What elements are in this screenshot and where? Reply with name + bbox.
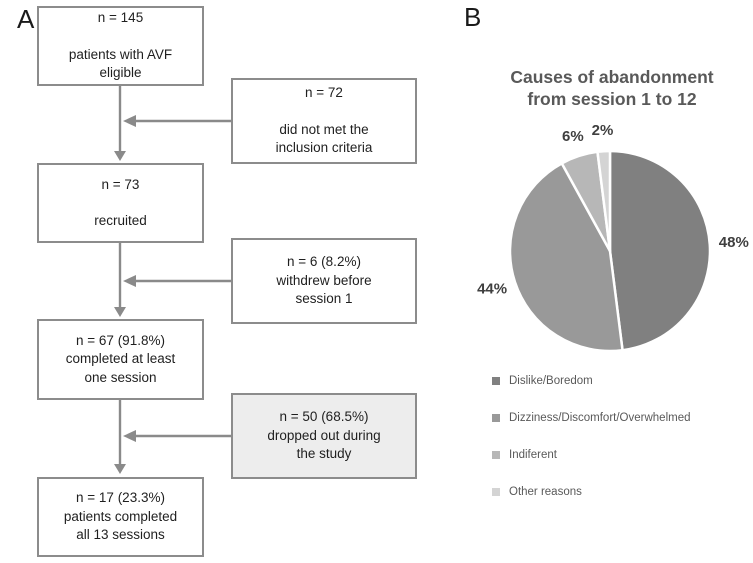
- legend-item: Indiferent: [492, 448, 691, 462]
- flow-box-recruited: n = 73 recruited: [37, 163, 204, 243]
- flow-box-completed-all-sessions: n = 17 (23.3%) patients completed all 13…: [37, 477, 204, 557]
- arrow-head-down-icon: [114, 307, 126, 317]
- legend-item: Dislike/Boredom: [492, 374, 691, 388]
- pie-value-label: 48%: [719, 234, 749, 251]
- pie-value-label: 2%: [592, 122, 614, 139]
- pie-chart-title-line: from session 1 to 12: [527, 89, 697, 109]
- arrow-head-down-icon: [114, 464, 126, 474]
- pie-slice-0: [608, 149, 712, 352]
- legend-item: Other reasons: [492, 485, 691, 499]
- legend-swatch-icon: [492, 451, 500, 459]
- flow-box-text: the study: [296, 446, 352, 462]
- flow-box-text: completed at least: [65, 351, 176, 367]
- flow-box-count: n = 72: [305, 85, 343, 101]
- flow-box-text: withdrew before: [276, 272, 372, 288]
- legend-swatch-icon: [492, 414, 500, 422]
- flow-box-eligible: n = 145 patients with AVF eligible: [37, 6, 204, 86]
- arrow-head-left-icon: [123, 115, 136, 127]
- legend-label: Other reasons: [509, 486, 582, 498]
- flow-box-count: n = 67 (91.8%): [76, 332, 165, 348]
- flow-box-text: patients completed: [63, 508, 178, 524]
- flow-box-text: session 1: [295, 291, 353, 307]
- flow-box-withdrew: n = 6 (8.2%) withdrew before session 1: [231, 238, 417, 324]
- pie-slice-3: [596, 149, 612, 253]
- arrow-head-left-icon: [123, 430, 136, 442]
- flow-box-text: did not met the: [279, 121, 369, 137]
- flow-box-not-met-criteria: n = 72 did not met the inclusion criteri…: [231, 78, 417, 164]
- flow-box-count: n = 145: [97, 10, 144, 26]
- flow-box-text: all 13 sessions: [76, 527, 165, 543]
- flow-box-count: n = 17 (23.3%): [76, 490, 165, 506]
- arrow-head-left-icon: [123, 275, 136, 287]
- flow-box-text: one session: [84, 369, 157, 385]
- panel-b-label: B: [464, 2, 482, 32]
- pie-legend: Dislike/Boredom Dizziness/Discomfort/Ove…: [492, 374, 691, 499]
- pie-chart-title-line: Causes of abandonment: [510, 67, 714, 87]
- panel-a-label: A: [17, 4, 35, 34]
- flow-box-text: dropped out during: [267, 427, 381, 443]
- legend-label: Dislike/Boredom: [509, 375, 593, 387]
- pie-slice-1: [508, 162, 624, 353]
- flow-box-count: n = 6 (8.2%): [287, 254, 361, 270]
- flow-box-dropped-out: n = 50 (68.5%) dropped out during the st…: [231, 393, 417, 479]
- pie-chart-title: Causes of abandonment from session 1 to …: [468, 66, 753, 110]
- flow-box-text: inclusion criteria: [275, 140, 373, 156]
- legend-swatch-icon: [492, 488, 500, 496]
- arrow-head-down-icon: [114, 151, 126, 161]
- legend-label: Dizziness/Discomfort/Overwhelmed: [509, 412, 691, 424]
- pie-value-label: 6%: [562, 128, 584, 145]
- pie-chart: 48% 44% 6% 2%: [477, 122, 749, 353]
- flow-box-text: eligible: [99, 65, 142, 81]
- legend-swatch-icon: [492, 377, 500, 385]
- legend-item: Dizziness/Discomfort/Overwhelmed: [492, 411, 691, 425]
- pie-value-label: 44%: [477, 280, 507, 297]
- flow-box-count: n = 73: [101, 176, 140, 192]
- flow-box-text: patients with AVF: [68, 46, 173, 62]
- legend-label: Indiferent: [509, 449, 557, 461]
- flowchart-connectors: [114, 86, 231, 474]
- flow-box-completed-one-session: n = 67 (91.8%) completed at least one se…: [37, 319, 204, 400]
- flow-box-count: n = 50 (68.5%): [279, 409, 369, 425]
- flow-box-text: recruited: [94, 213, 147, 228]
